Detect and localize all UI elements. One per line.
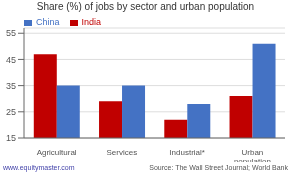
html-text:Source: The Wall Street Journa: Source: The Wall Street Journal; World B… bbox=[149, 164, 288, 171]
svg-text:45: 45 bbox=[8, 55, 16, 65]
svg-text:Agricultural: Agricultural bbox=[37, 148, 77, 157]
svg-text:Urbanpopulation: Urbanpopulation bbox=[234, 148, 271, 162]
html-text:Share (%) of jobs by sector an: Share (%) of jobs by sector and urban po… bbox=[36, 1, 255, 12]
svg-text:35: 35 bbox=[8, 81, 16, 91]
svg-text:55: 55 bbox=[8, 28, 16, 38]
svg-text:15: 15 bbox=[8, 133, 16, 143]
svg-text:Services: Services bbox=[107, 148, 138, 157]
html-text:India: India bbox=[81, 17, 101, 27]
html-text:www.equitymaster.com: www.equitymaster.com bbox=[3, 164, 75, 171]
html-text:China: China bbox=[36, 17, 60, 27]
svg-text:25: 25 bbox=[8, 107, 16, 117]
svg-text:Industrial*: Industrial* bbox=[169, 148, 205, 157]
